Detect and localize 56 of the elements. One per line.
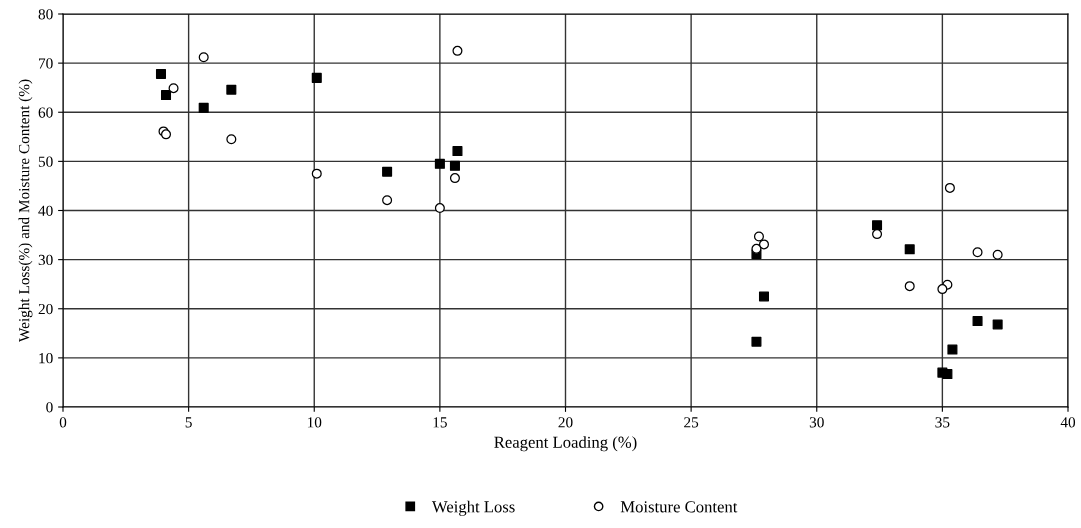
point — [944, 182, 955, 193]
point — [452, 146, 463, 157]
x-tick-label: 30 — [809, 417, 824, 428]
point — [168, 83, 179, 94]
point — [872, 220, 883, 231]
y-tick-label: 80 — [38, 9, 53, 20]
point — [382, 166, 393, 177]
point — [904, 244, 915, 255]
point — [449, 173, 460, 184]
y-tick-label: 50 — [38, 156, 53, 167]
x-tick-label: 25 — [684, 417, 699, 428]
legend-label: Weight Loss — [431, 500, 515, 516]
x-tick-label: 35 — [935, 417, 950, 428]
point — [449, 160, 460, 171]
y-tick-label: 60 — [38, 107, 53, 118]
legend-label: Moisture Content — [620, 501, 738, 513]
x-tick-label: 10 — [307, 417, 322, 428]
y-axis-title: Weight Loss(%) and Moisture Content (%) — [18, 79, 33, 343]
point — [155, 68, 167, 79]
y-tick-label: 0 — [46, 402, 53, 413]
point — [947, 344, 958, 355]
point — [751, 336, 762, 347]
point — [758, 239, 770, 250]
x-tick-label: 20 — [558, 417, 573, 428]
x-tick-label: 5 — [185, 417, 192, 428]
point — [753, 231, 764, 242]
point — [972, 247, 983, 258]
point — [751, 243, 762, 254]
point — [992, 319, 1003, 330]
point — [160, 90, 172, 101]
x-tick-label: 15 — [433, 417, 447, 428]
point — [311, 168, 322, 179]
point — [904, 281, 915, 292]
point — [226, 84, 237, 95]
y-tick-label: 70 — [39, 58, 53, 69]
point — [937, 284, 948, 295]
point — [872, 229, 883, 240]
point — [226, 134, 237, 145]
point — [198, 52, 209, 63]
point — [942, 369, 953, 380]
point — [972, 316, 983, 327]
y-tick-label: 20 — [38, 303, 53, 315]
point — [434, 203, 445, 214]
point — [992, 249, 1003, 260]
x-axis-title: Reagent Loading (%) — [494, 436, 637, 452]
y-tick-label: 30 — [38, 254, 53, 266]
x-tick-label: 0 — [59, 417, 67, 428]
point — [198, 102, 209, 113]
point — [758, 291, 770, 302]
point — [311, 72, 322, 83]
y-tick-label: 40 — [38, 205, 53, 216]
x-tick-label: 40 — [1060, 417, 1076, 428]
y-tick-label: 10 — [39, 353, 53, 364]
point — [452, 45, 463, 56]
point — [382, 195, 393, 206]
point — [434, 158, 445, 169]
